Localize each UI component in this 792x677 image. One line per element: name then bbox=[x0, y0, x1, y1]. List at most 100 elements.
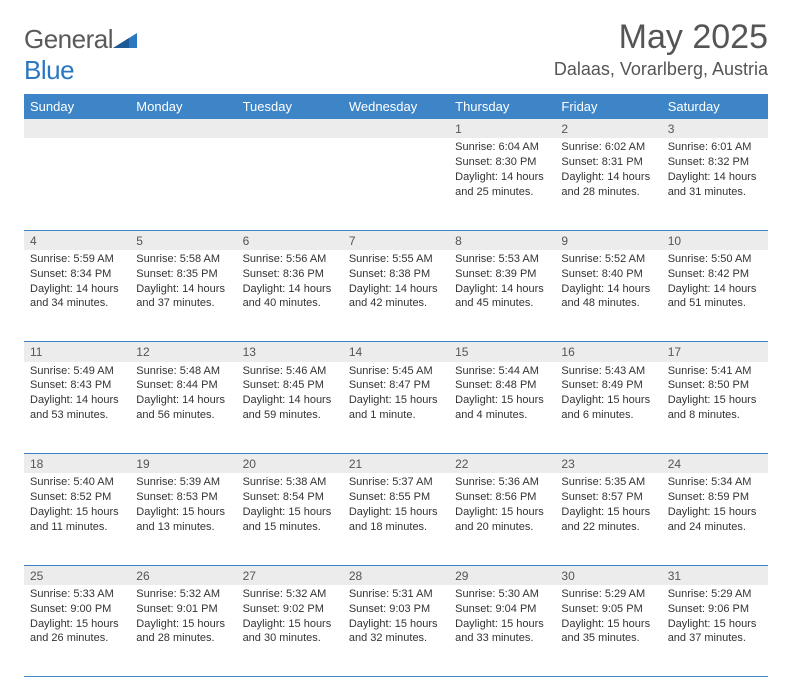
sunrise-text: Sunrise: 6:01 AM bbox=[668, 140, 762, 155]
day-number: 13 bbox=[237, 342, 343, 361]
day-details: Sunrise: 5:59 AMSunset: 8:34 PMDaylight:… bbox=[24, 250, 130, 315]
day-cell: Sunrise: 5:43 AMSunset: 8:49 PMDaylight:… bbox=[555, 362, 661, 454]
daylight-text: Daylight: 15 hours and 22 minutes. bbox=[561, 505, 655, 535]
day-details: Sunrise: 5:31 AMSunset: 9:03 PMDaylight:… bbox=[343, 585, 449, 650]
day-number: 19 bbox=[130, 454, 236, 473]
sunrise-text: Sunrise: 5:59 AM bbox=[30, 252, 124, 267]
day-details: Sunrise: 5:30 AMSunset: 9:04 PMDaylight:… bbox=[449, 585, 555, 650]
sunset-text: Sunset: 8:59 PM bbox=[668, 490, 762, 505]
day-details: Sunrise: 6:04 AMSunset: 8:30 PMDaylight:… bbox=[449, 138, 555, 203]
day-cell bbox=[343, 138, 449, 230]
logo-triangle-icon bbox=[113, 30, 137, 48]
day-details: Sunrise: 5:43 AMSunset: 8:49 PMDaylight:… bbox=[555, 362, 661, 427]
week-row: Sunrise: 5:33 AMSunset: 9:00 PMDaylight:… bbox=[24, 585, 768, 677]
day-number: 3 bbox=[662, 119, 768, 138]
sunset-text: Sunset: 8:50 PM bbox=[668, 378, 762, 393]
day-cell bbox=[24, 138, 130, 230]
daylight-text: Daylight: 15 hours and 32 minutes. bbox=[349, 617, 443, 647]
brand-logo: General Blue bbox=[24, 24, 137, 86]
sunrise-text: Sunrise: 5:56 AM bbox=[243, 252, 337, 267]
daylight-text: Daylight: 14 hours and 28 minutes. bbox=[561, 170, 655, 200]
day-number-cell: 21 bbox=[343, 454, 449, 474]
day-number-cell: 28 bbox=[343, 565, 449, 585]
daylight-text: Daylight: 15 hours and 20 minutes. bbox=[455, 505, 549, 535]
day-details: Sunrise: 5:29 AMSunset: 9:05 PMDaylight:… bbox=[555, 585, 661, 650]
sunrise-text: Sunrise: 5:29 AM bbox=[561, 587, 655, 602]
sunrise-text: Sunrise: 5:39 AM bbox=[136, 475, 230, 490]
weekday-header: Saturday bbox=[662, 94, 768, 119]
month-title: May 2025 bbox=[554, 18, 768, 57]
day-cell: Sunrise: 5:46 AMSunset: 8:45 PMDaylight:… bbox=[237, 362, 343, 454]
week-row: Sunrise: 5:59 AMSunset: 8:34 PM Daylight:… bbox=[24, 250, 768, 342]
day-cell: Sunrise: 5:53 AMSunset: 8:39 PMDaylight:… bbox=[449, 250, 555, 342]
daylight-text: Daylight: 15 hours and 33 minutes. bbox=[455, 617, 549, 647]
day-cell: Sunrise: 5:56 AMSunset: 8:36 PMDaylight:… bbox=[237, 250, 343, 342]
weekday-header: Thursday bbox=[449, 94, 555, 119]
day-number-cell: 19 bbox=[130, 454, 236, 474]
day-number-cell: 18 bbox=[24, 454, 130, 474]
day-cell: Sunrise: 6:02 AMSunset: 8:31 PMDaylight:… bbox=[555, 138, 661, 230]
sunrise-text: Sunrise: 5:41 AM bbox=[668, 364, 762, 379]
daylight-text: Daylight: 15 hours and 24 minutes. bbox=[668, 505, 762, 535]
day-details: Sunrise: 6:01 AMSunset: 8:32 PMDaylight:… bbox=[662, 138, 768, 203]
day-cell: Sunrise: 5:59 AMSunset: 8:34 PMDaylight:… bbox=[24, 250, 130, 342]
day-number-cell: 27 bbox=[237, 565, 343, 585]
day-number: 4 bbox=[24, 231, 130, 250]
day-number: 14 bbox=[343, 342, 449, 361]
sunrise-text: Sunrise: 5:46 AM bbox=[243, 364, 337, 379]
daynum-row: 18192021222324 bbox=[24, 454, 768, 474]
day-number-cell: 5 bbox=[130, 230, 236, 250]
sunrise-text: Sunrise: 5:35 AM bbox=[561, 475, 655, 490]
daylight-text: Daylight: 15 hours and 13 minutes. bbox=[136, 505, 230, 535]
weekday-row: Sunday Monday Tuesday Wednesday Thursday… bbox=[24, 94, 768, 119]
logo-text: General Blue bbox=[24, 24, 137, 86]
day-details: Sunrise: 5:56 AMSunset: 8:36 PMDaylight:… bbox=[237, 250, 343, 315]
daylight-text: Daylight: 15 hours and 4 minutes. bbox=[455, 393, 549, 423]
day-details: Sunrise: 5:35 AMSunset: 8:57 PMDaylight:… bbox=[555, 473, 661, 538]
sunset-text: Sunset: 9:01 PM bbox=[136, 602, 230, 617]
sunrise-text: Sunrise: 5:43 AM bbox=[561, 364, 655, 379]
day-number: 23 bbox=[555, 454, 661, 473]
day-number-cell: 17 bbox=[662, 342, 768, 362]
day-number: 22 bbox=[449, 454, 555, 473]
daylight-text: Daylight: 15 hours and 6 minutes. bbox=[561, 393, 655, 423]
sunset-text: Sunset: 8:48 PM bbox=[455, 378, 549, 393]
day-details: Sunrise: 5:52 AMSunset: 8:40 PMDaylight:… bbox=[555, 250, 661, 315]
day-number: 7 bbox=[343, 231, 449, 250]
sunrise-text: Sunrise: 5:53 AM bbox=[455, 252, 549, 267]
daylight-text: Daylight: 15 hours and 1 minute. bbox=[349, 393, 443, 423]
day-number: 18 bbox=[24, 454, 130, 473]
day-cell: Sunrise: 5:39 AMSunset: 8:53 PMDaylight:… bbox=[130, 473, 236, 565]
sunrise-text: Sunrise: 5:30 AM bbox=[455, 587, 549, 602]
day-details: Sunrise: 5:53 AMSunset: 8:39 PMDaylight:… bbox=[449, 250, 555, 315]
day-number-cell: 8 bbox=[449, 230, 555, 250]
sunset-text: Sunset: 8:40 PM bbox=[561, 267, 655, 282]
sunrise-text: Sunrise: 5:49 AM bbox=[30, 364, 124, 379]
sunrise-text: Sunrise: 5:38 AM bbox=[243, 475, 337, 490]
daylight-text: Daylight: 15 hours and 37 minutes. bbox=[668, 617, 762, 647]
day-details: Sunrise: 5:32 AMSunset: 9:01 PMDaylight:… bbox=[130, 585, 236, 650]
sunrise-text: Sunrise: 5:33 AM bbox=[30, 587, 124, 602]
sunrise-text: Sunrise: 5:37 AM bbox=[349, 475, 443, 490]
location-label: Dalaas, Vorarlberg, Austria bbox=[554, 59, 768, 80]
sunrise-text: Sunrise: 5:52 AM bbox=[561, 252, 655, 267]
day-cell: Sunrise: 5:30 AMSunset: 9:04 PMDaylight:… bbox=[449, 585, 555, 677]
day-details: Sunrise: 5:38 AMSunset: 8:54 PMDaylight:… bbox=[237, 473, 343, 538]
day-cell bbox=[237, 138, 343, 230]
day-number-cell bbox=[130, 119, 236, 138]
day-number-cell: 13 bbox=[237, 342, 343, 362]
day-number-cell: 7 bbox=[343, 230, 449, 250]
sunset-text: Sunset: 8:55 PM bbox=[349, 490, 443, 505]
day-number-cell: 22 bbox=[449, 454, 555, 474]
daylight-text: Daylight: 14 hours and 42 minutes. bbox=[349, 282, 443, 312]
day-details: Sunrise: 5:36 AMSunset: 8:56 PMDaylight:… bbox=[449, 473, 555, 538]
day-number-cell: 26 bbox=[130, 565, 236, 585]
day-details: Sunrise: 5:32 AMSunset: 9:02 PMDaylight:… bbox=[237, 585, 343, 650]
logo-word-2: Blue bbox=[24, 55, 74, 85]
day-details: Sunrise: 6:02 AMSunset: 8:31 PMDaylight:… bbox=[555, 138, 661, 203]
sunset-text: Sunset: 8:34 PM bbox=[30, 267, 124, 282]
day-number-cell: 9 bbox=[555, 230, 661, 250]
day-number-cell bbox=[343, 119, 449, 138]
daylight-text: Daylight: 14 hours and 40 minutes. bbox=[243, 282, 337, 312]
day-number: 10 bbox=[662, 231, 768, 250]
